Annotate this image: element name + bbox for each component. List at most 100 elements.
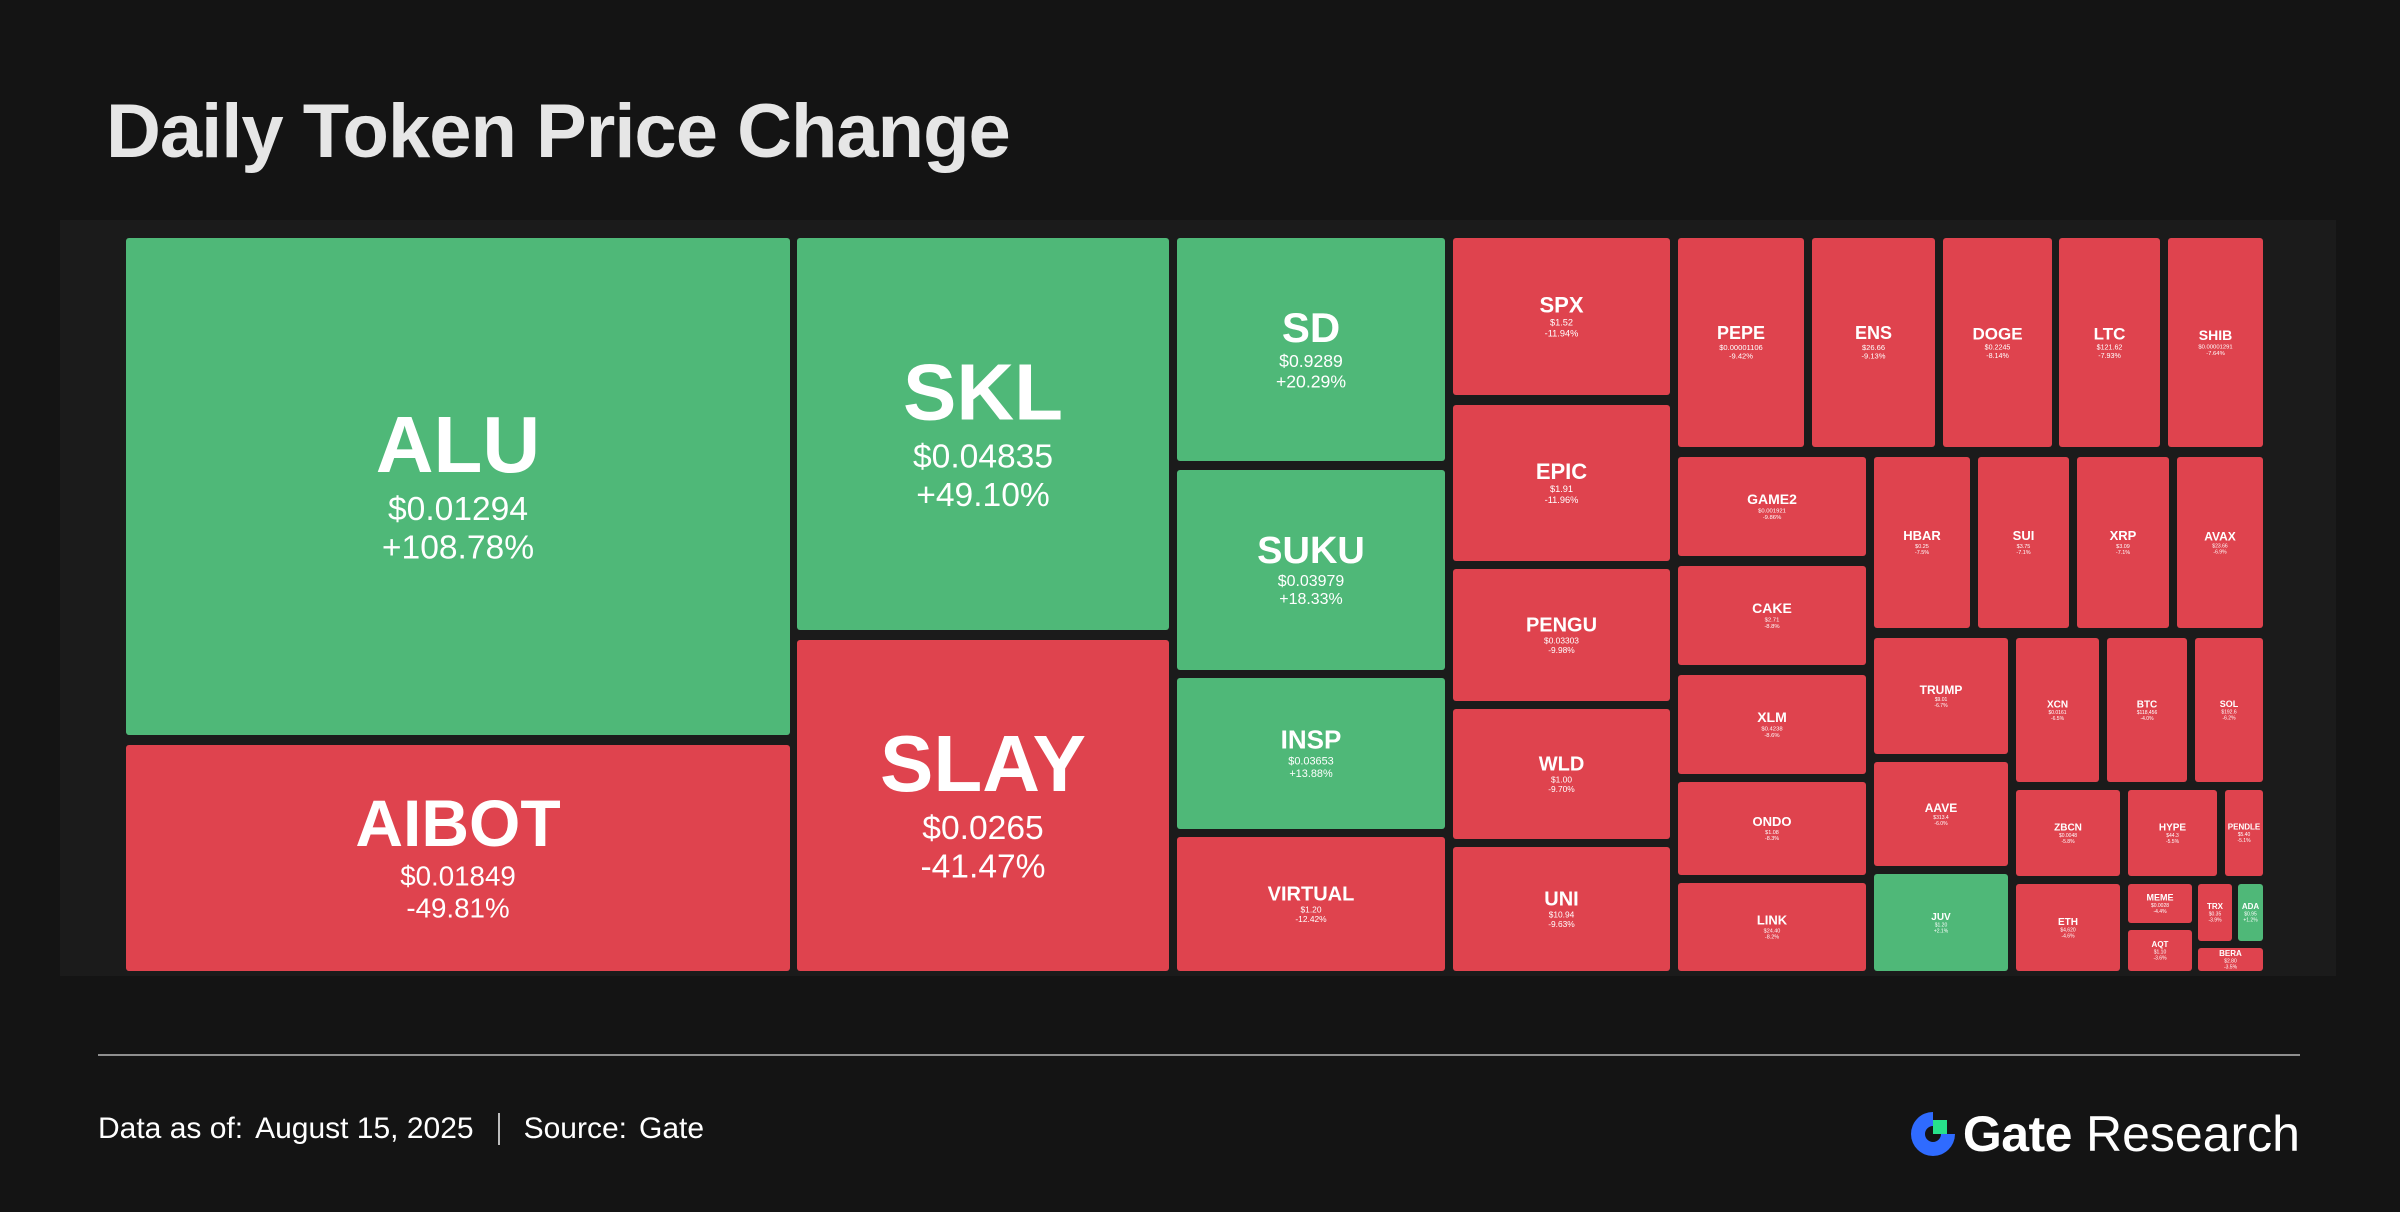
tile-change-bera: -3.5% [2224, 964, 2238, 970]
tile-symbol-trump: TRUMP [1920, 683, 1963, 697]
tile-rect-uni [1453, 847, 1670, 971]
tile-rect-link [1678, 883, 1866, 971]
tile-change-avax: -6.9% [2213, 549, 2227, 555]
tile-rect-aibot [126, 745, 790, 971]
tile-change-link: -8.2% [1765, 935, 1779, 941]
tile-rect-bera [2198, 948, 2263, 971]
tile-rect-xrp [2077, 457, 2169, 628]
tile-alu: ALU$0.01294+108.78% [126, 238, 790, 735]
tile-rect-sui [1978, 457, 2069, 628]
tile-change-xrp: -7.1% [2116, 550, 2130, 556]
tile-price-juv: $1.20 [1935, 923, 1948, 929]
tile-rect-meme [2128, 884, 2192, 923]
tile-change-aqt: -3.6% [2153, 955, 2167, 961]
tile-aibot: AIBOT$0.01849-49.81% [126, 745, 790, 971]
tile-price-alu: $0.01294 [388, 491, 528, 528]
tile-price-btc: $118,456 [2137, 710, 2158, 716]
tile-shib: SHIB$0.00001291-7.64% [2168, 238, 2263, 447]
tile-pepe: PEPE$0.00001106-9.42% [1678, 238, 1804, 447]
tile-symbol-ada: ADA [2242, 902, 2260, 911]
tile-symbol-doge: DOGE [1972, 324, 2022, 343]
tile-bera: BERA$2.80-3.5% [2198, 948, 2263, 971]
tile-price-link: $24.40 [1764, 928, 1781, 934]
gate-logo-icon [1910, 1112, 1955, 1156]
tile-spx: SPX$1.52-11.94% [1453, 238, 1670, 395]
chart-title: Daily Token Price Change [106, 89, 1011, 174]
tile-rect-avax [2177, 457, 2263, 628]
tile-change-zbcn: -5.8% [2061, 839, 2075, 845]
tile-symbol-xrp: XRP [2110, 528, 2137, 543]
tile-hype: HYPE$44.3-5.5% [2128, 790, 2217, 876]
tile-ada: ADA$0.95+1.2% [2238, 884, 2263, 941]
tile-game2: GAME2$0.001921-9.86% [1678, 457, 1866, 556]
tile-change-juv: +2.1% [1934, 928, 1949, 934]
tile-price-aave: $313.4 [1933, 815, 1949, 821]
tile-price-wld: $1.00 [1551, 774, 1572, 784]
tile-hbar: HBAR$0.25-7.5% [1874, 457, 1970, 628]
tile-symbol-skl: SKL [903, 347, 1063, 436]
tile-price-hype: $44.3 [2166, 833, 2179, 839]
tile-rect-zbcn [2016, 790, 2120, 876]
tile-change-ondo: -8.3% [1765, 836, 1779, 842]
tile-pengu: PENGU$0.03303-9.98% [1453, 569, 1670, 701]
tile-symbol-aave: AAVE [1925, 801, 1957, 815]
tile-rect-ens [1812, 238, 1935, 447]
tile-rect-eth [2016, 884, 2120, 971]
tile-rect-shib [2168, 238, 2263, 447]
tile-uni: UNI$10.94-9.63% [1453, 847, 1670, 971]
tile-price-ltc: $121.62 [2097, 344, 2123, 352]
tile-symbol-cake: CAKE [1752, 600, 1792, 616]
tile-rect-wld [1453, 709, 1670, 839]
tile-symbol-aibot: AIBOT [355, 786, 560, 860]
tile-symbol-ens: ENS [1855, 323, 1892, 343]
tile-btc: BTC$118,456-4.0% [2107, 638, 2187, 782]
tile-rect-aave [1874, 762, 2008, 866]
tile-price-ens: $26.66 [1862, 343, 1885, 352]
source-label: Source: [523, 1112, 627, 1145]
tile-change-aibot: -49.81% [406, 892, 509, 923]
tile-rect-aqt [2128, 930, 2192, 971]
tile-change-sui: -7.1% [2016, 550, 2030, 556]
tile-juv: JUV$1.20+2.1% [1874, 874, 2008, 971]
tile-symbol-bera: BERA [2219, 949, 2242, 958]
tile-price-ondo: $1.08 [1765, 830, 1779, 836]
tile-symbol-juv: JUV [1931, 912, 1951, 923]
tile-meme: MEME$0.0028-4.4% [2128, 884, 2192, 923]
tile-symbol-btc: BTC [2137, 699, 2158, 710]
tile-symbol-suku: SUKU [1257, 530, 1365, 572]
tile-price-slay: $0.0265 [922, 810, 1043, 847]
tile-change-pendle: -5.1% [2237, 838, 2251, 844]
tile-symbol-sui: SUI [2013, 528, 2035, 543]
tile-change-skl: +49.10% [916, 477, 1050, 514]
tile-ltc: LTC$121.62-7.93% [2059, 238, 2160, 447]
tile-rect-hype [2128, 790, 2217, 876]
tile-change-cake: -8.8% [1764, 624, 1780, 630]
tile-symbol-ondo: ONDO [1753, 814, 1792, 829]
tile-insp: INSP$0.03653+13.88% [1177, 678, 1445, 829]
brand-suffix: Research [2086, 1106, 2300, 1162]
tile-pendle: PENDLE$5.40-5.1% [2225, 790, 2263, 876]
tile-change-slay: -41.47% [920, 849, 1045, 886]
tile-rect-skl [797, 238, 1169, 630]
tile-symbol-pendle: PENDLE [2228, 823, 2261, 832]
tile-symbol-alu: ALU [376, 400, 540, 489]
tile-symbol-trx: TRX [2207, 902, 2224, 911]
tile-symbol-ltc: LTC [2094, 324, 2126, 343]
tile-link: LINK$24.40-8.2% [1678, 883, 1866, 971]
tile-change-epic: -11.96% [1545, 495, 1579, 505]
tile-symbol-wld: WLD [1539, 753, 1585, 775]
tile-symbol-link: LINK [1757, 913, 1788, 928]
token-heatmap: ALU$0.01294+108.78%AIBOT$0.01849-49.81%S… [126, 238, 2263, 971]
tile-rect-trump [1874, 638, 2008, 754]
tile-skl: SKL$0.04835+49.10% [797, 238, 1169, 630]
tile-price-pengu: $0.03303 [1544, 635, 1579, 645]
tile-zbcn: ZBCN$0.0048-5.8% [2016, 790, 2120, 876]
tile-price-xcn: $0.0161 [2048, 710, 2066, 716]
tile-rect-ada [2238, 884, 2263, 941]
tile-aqt: AQT$1.10-3.6% [2128, 930, 2192, 971]
tile-change-spx: -11.94% [1545, 328, 1579, 338]
tile-price-cake: $2.71 [1765, 617, 1780, 623]
tile-rect-cake [1678, 566, 1866, 665]
tile-rect-hbar [1874, 457, 1970, 628]
tile-rect-epic [1453, 405, 1670, 561]
